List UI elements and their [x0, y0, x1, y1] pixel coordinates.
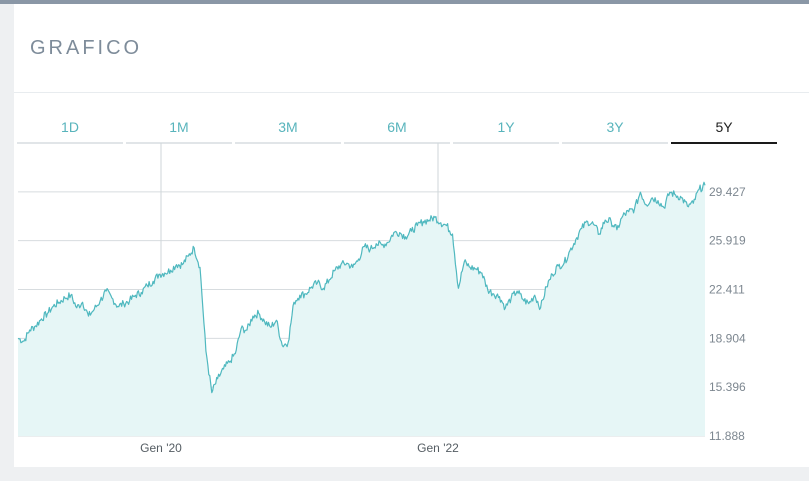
y-tick-label: 25.919: [709, 234, 746, 248]
section-title: GRAFICO: [30, 37, 143, 59]
y-tick-label: 29.427: [709, 185, 746, 199]
tab-5y[interactable]: 5Y: [671, 112, 777, 144]
y-tick-label: 15.396: [709, 380, 746, 394]
x-tick-label: Gen '20: [140, 441, 182, 455]
tab-3y[interactable]: 3Y: [562, 112, 668, 144]
x-tick-label: Gen '22: [417, 441, 459, 455]
axis-labels: 29.427 25.919 22.411 18.904 15.396 11.888 Gen …: [140, 185, 746, 455]
tab-1m[interactable]: 1M: [126, 112, 232, 144]
tab-1y[interactable]: 1Y: [453, 112, 559, 144]
series-line: [17, 181, 706, 394]
series-area-fill: [18, 182, 705, 436]
y-tick-label: 11.888: [709, 429, 745, 443]
tab-3m[interactable]: 3M: [235, 112, 341, 144]
tab-1d[interactable]: 1D: [17, 112, 123, 144]
header-divider: [14, 92, 809, 93]
top-bar: [0, 0, 809, 4]
y-tick-label: 18.904: [709, 331, 746, 345]
y-tick-label: 22.411: [709, 283, 745, 297]
tab-6m[interactable]: 6M: [344, 112, 450, 144]
